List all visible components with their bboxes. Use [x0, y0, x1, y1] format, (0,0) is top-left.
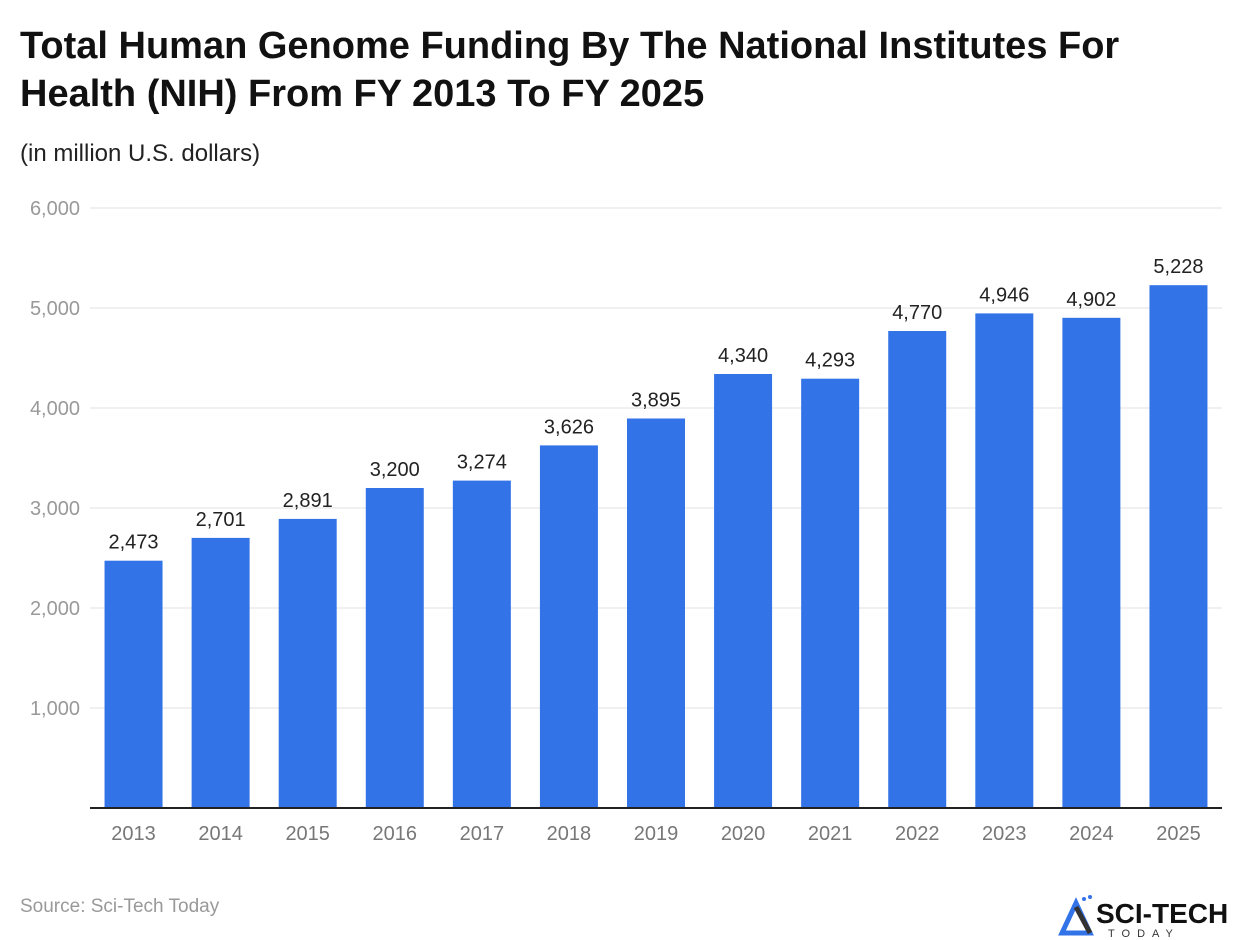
bar — [801, 378, 860, 808]
svg-text:TODAY: TODAY — [1108, 928, 1180, 938]
data-label: 4,902 — [1066, 289, 1116, 311]
x-tick-label: 2015 — [285, 823, 330, 845]
data-label: 3,274 — [457, 452, 507, 474]
bar — [1062, 317, 1121, 808]
chart-subtitle: (in million U.S. dollars) — [20, 140, 261, 167]
data-label: 4,293 — [805, 350, 855, 372]
svg-text:SCI-TECH: SCI-TECH — [1096, 898, 1228, 929]
bar — [888, 331, 947, 808]
source-note: Source: Sci-Tech Today — [20, 896, 220, 917]
data-label: 3,200 — [370, 459, 420, 481]
bar-chart: 1,000 2,000 3,000 4,000 5,000 6,000 2,473 2013 2… — [30, 198, 1222, 845]
bar — [627, 418, 685, 808]
data-label: 2,473 — [109, 532, 159, 554]
data-label: 4,770 — [892, 302, 942, 324]
data-label: 5,228 — [1153, 256, 1203, 278]
x-tick-label: 2023 — [982, 823, 1027, 845]
y-tick-label: 4,000 — [30, 398, 80, 420]
x-tick-label: 2019 — [634, 823, 679, 845]
x-tick-label: 2017 — [460, 823, 505, 845]
bar — [1149, 285, 1208, 808]
bar — [714, 374, 773, 808]
bar — [452, 480, 511, 808]
data-label: 4,946 — [979, 284, 1029, 306]
data-label: 3,895 — [631, 390, 681, 412]
y-tick-label: 5,000 — [30, 298, 80, 320]
y-tick-label: 1,000 — [30, 698, 80, 720]
x-tick-label: 2020 — [721, 823, 766, 845]
x-tick-label: 2014 — [198, 823, 243, 845]
data-label: 3,626 — [544, 416, 594, 438]
x-tick-label: 2021 — [808, 823, 853, 845]
y-tick-label: 6,000 — [30, 198, 80, 220]
x-tick-label: 2025 — [1156, 823, 1201, 845]
bar — [104, 560, 163, 808]
y-tick-label: 2,000 — [30, 598, 80, 620]
x-tick-label: 2013 — [111, 823, 156, 845]
data-label: 4,340 — [718, 345, 768, 367]
data-label: 2,701 — [196, 509, 246, 531]
chart-title: Total Human Genome Funding By The Nation… — [20, 25, 1120, 115]
y-tick-label: 3,000 — [30, 498, 80, 520]
x-tick-label: 2022 — [895, 823, 940, 845]
bar — [365, 488, 424, 808]
bar — [975, 313, 1034, 808]
bar — [539, 445, 598, 808]
bar — [278, 518, 337, 808]
x-tick-label: 2024 — [1069, 823, 1114, 845]
x-tick-label: 2016 — [373, 823, 418, 845]
x-tick-label: 2018 — [547, 823, 592, 845]
sci-tech-today-logo: SCI-TECH TODAY — [1058, 895, 1228, 938]
data-label: 2,891 — [283, 490, 333, 512]
bar — [191, 537, 250, 808]
